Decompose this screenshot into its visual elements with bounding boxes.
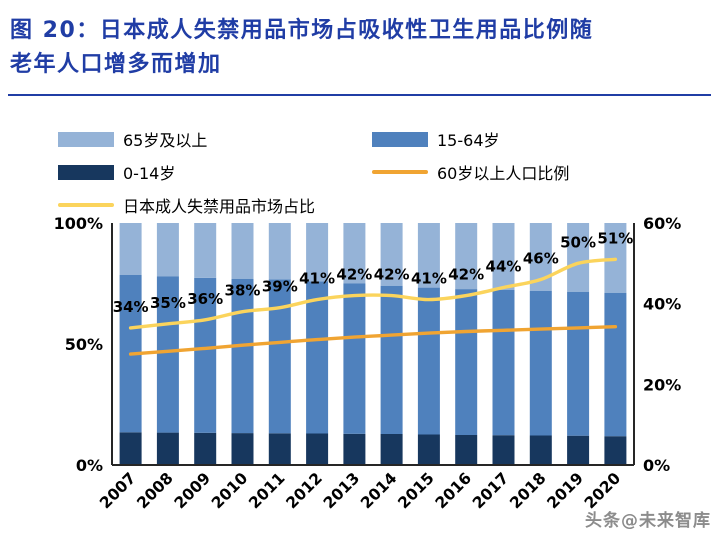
legend-item-15-64: 15-64岁: [372, 127, 569, 151]
svg-text:50%: 50%: [560, 233, 596, 251]
legend-swatch-60plus-ratio: [372, 170, 428, 174]
svg-text:100%: 100%: [54, 214, 103, 233]
legend-swatch-15-64: [372, 131, 428, 147]
svg-text:2013: 2013: [320, 469, 363, 512]
svg-text:2015: 2015: [395, 469, 438, 512]
svg-text:2016: 2016: [432, 469, 475, 512]
svg-text:36%: 36%: [187, 290, 223, 308]
figure-title: 图 20：日本成人失禁用品市场占吸收性卫生用品比例随 老年人口增多而增加: [8, 0, 711, 96]
svg-text:42%: 42%: [336, 266, 372, 284]
legend-swatch-market-share: [58, 203, 114, 207]
legend-label-15-64: 15-64岁: [437, 131, 500, 150]
svg-text:44%: 44%: [486, 258, 522, 276]
svg-text:2009: 2009: [171, 469, 214, 512]
legend-swatch-0-14: [58, 164, 114, 180]
legend-label-65plus: 65岁及以上: [123, 131, 208, 150]
svg-text:2011: 2011: [245, 469, 288, 512]
svg-text:2010: 2010: [208, 469, 251, 512]
legend-item-60plus-ratio: 60岁以上人口比例: [372, 160, 569, 184]
svg-text:2008: 2008: [134, 469, 177, 512]
svg-text:2012: 2012: [283, 469, 326, 512]
legend-item-market-share: 日本成人失禁用品市场占比: [58, 193, 372, 217]
svg-text:40%: 40%: [643, 295, 681, 314]
svg-text:42%: 42%: [374, 266, 410, 284]
svg-text:50%: 50%: [65, 335, 103, 354]
legend-label-60plus-ratio: 60岁以上人口比例: [437, 164, 570, 183]
legend-label-0-14: 0-14岁: [123, 164, 176, 183]
legend-label-market-share: 日本成人失禁用品市场占比: [123, 197, 316, 216]
legend-item-65plus: 65岁及以上: [58, 127, 372, 151]
legend-item-0-14: 0-14岁: [58, 160, 372, 184]
svg-text:2007: 2007: [96, 469, 139, 512]
figure-title-line1: 图 20：日本成人失禁用品市场占吸收性卫生用品比例随: [10, 18, 594, 43]
svg-text:2018: 2018: [506, 469, 549, 512]
figure-title-line2: 老年人口增多而增加: [10, 52, 222, 77]
chart-legend: 65岁及以上 15-64岁 0-14岁 60岁以上人口比例 日本成人失禁用品市场…: [58, 127, 569, 217]
svg-text:51%: 51%: [597, 229, 633, 247]
svg-text:2019: 2019: [544, 469, 587, 512]
legend-swatch-65plus: [58, 131, 114, 147]
svg-text:46%: 46%: [523, 250, 559, 268]
svg-text:42%: 42%: [448, 266, 484, 284]
svg-text:34%: 34%: [113, 298, 149, 316]
svg-text:20%: 20%: [643, 375, 681, 394]
svg-text:0%: 0%: [76, 456, 103, 475]
chart-area: 100% 50% 0% 60% 40% 20% 0% 2007 2008 2009 2010 2011…: [0, 200, 719, 535]
svg-text:38%: 38%: [225, 282, 261, 300]
svg-text:2014: 2014: [357, 469, 400, 512]
svg-text:39%: 39%: [262, 278, 298, 296]
svg-text:2017: 2017: [469, 469, 512, 512]
svg-text:60%: 60%: [643, 214, 681, 233]
svg-text:41%: 41%: [411, 270, 447, 288]
svg-text:0%: 0%: [643, 456, 670, 475]
watermark: 头条@未来智库: [585, 511, 711, 531]
svg-text:35%: 35%: [150, 294, 186, 312]
population-market-chart: 100%50%0%60%40%20%0%20072008200920102011…: [54, 214, 682, 512]
svg-text:41%: 41%: [299, 270, 335, 288]
